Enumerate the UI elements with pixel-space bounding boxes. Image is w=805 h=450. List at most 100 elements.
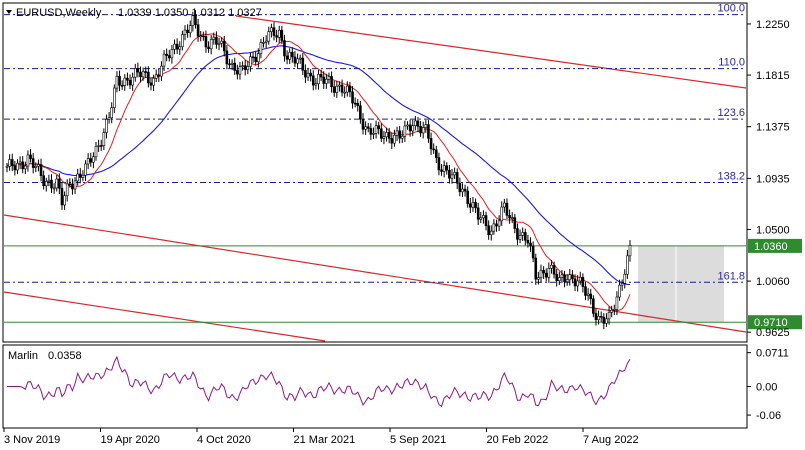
candle-body (81, 174, 85, 178)
candle-body (301, 57, 305, 71)
candle-body (18, 161, 22, 164)
candle (73, 177, 77, 195)
candle-body (152, 77, 155, 86)
candle-body (139, 71, 142, 78)
osc-axis-tick-label: 0.0711 (756, 348, 789, 360)
candle-body (181, 34, 184, 48)
candle-body (325, 78, 328, 84)
candle (369, 123, 373, 141)
candle-body (215, 36, 218, 45)
candle (372, 127, 375, 139)
indicator-name: Marlin (8, 350, 38, 362)
candle-body (503, 202, 506, 208)
candle (131, 72, 134, 91)
candle-body (154, 74, 158, 79)
candle (102, 128, 106, 151)
candle (416, 116, 420, 133)
candle-body (565, 279, 569, 283)
candle (565, 274, 569, 286)
candle (560, 269, 564, 283)
candle (147, 66, 150, 88)
candle-body (71, 183, 74, 190)
candle (463, 184, 467, 197)
fast-moving-average (6, 33, 631, 312)
candle-body (387, 132, 391, 139)
symbol-dropdown-icon[interactable] (6, 10, 12, 14)
candle (60, 182, 64, 210)
indicator-pane-frame (2, 344, 748, 429)
y-axis-tick-label: 1.0060 (756, 276, 790, 288)
candle (167, 49, 171, 62)
y-axis-tick-label: 1.0935 (756, 173, 790, 185)
trend-line-upper (235, 15, 747, 89)
candle-body (178, 46, 182, 50)
candle-body (578, 277, 582, 282)
candle (453, 167, 456, 179)
chart-title-symbol: EURUSD,Weekly (16, 7, 102, 19)
candle-body (526, 239, 530, 244)
candle (212, 32, 216, 45)
candle-body (395, 130, 399, 136)
candle-body (277, 29, 281, 38)
candle-body (576, 280, 579, 287)
candle (366, 122, 370, 133)
candle (400, 130, 404, 144)
candle-body (275, 35, 278, 38)
candle (374, 120, 378, 139)
candle (450, 169, 454, 184)
candle-body (552, 264, 556, 275)
candle-body (594, 313, 598, 321)
candle-body (416, 120, 420, 127)
y-axis-tick-label: 1.1815 (756, 70, 790, 82)
candle (280, 25, 284, 45)
candle-body (236, 70, 239, 75)
candle (225, 45, 229, 70)
candle (24, 161, 27, 175)
candle (353, 97, 357, 108)
candle (479, 211, 483, 224)
candle-body (24, 165, 27, 170)
candle-body (335, 85, 339, 93)
candle-body (288, 51, 292, 60)
candle-body (489, 230, 493, 236)
candle-body (345, 85, 349, 93)
candle (586, 288, 590, 301)
candle-body (99, 145, 103, 147)
y-axis-tick-label: 1.2250 (756, 19, 790, 31)
candle (139, 66, 142, 83)
candle (81, 170, 85, 182)
candle-body (372, 133, 375, 135)
candle (71, 178, 74, 195)
candle-body (400, 135, 404, 139)
candle (581, 273, 585, 293)
candle-body (419, 126, 422, 134)
candle (440, 164, 443, 176)
candle-body (623, 273, 627, 284)
candle-body (304, 69, 307, 78)
candle (345, 81, 349, 97)
candle-body (516, 228, 519, 240)
candle (461, 183, 464, 198)
x-axis-tick-label: 4 Oct 2020 (197, 434, 251, 446)
candle-body (476, 207, 480, 220)
candle (605, 313, 608, 327)
candle (55, 174, 59, 192)
candle-body (403, 125, 407, 137)
candle-body (497, 220, 501, 227)
candle-body (348, 85, 352, 93)
candle (191, 11, 195, 32)
candle-body (68, 183, 72, 186)
candle-body (314, 83, 318, 86)
candle (154, 69, 158, 82)
candle (68, 178, 72, 188)
candle (573, 274, 577, 292)
candle (267, 26, 271, 45)
trend-line-middle (3, 214, 747, 333)
candle (215, 31, 218, 49)
candle (254, 51, 257, 66)
candle-body (230, 62, 234, 65)
candle-body (523, 232, 527, 241)
candle-body (618, 284, 621, 298)
candle (186, 24, 189, 38)
candle-body (136, 68, 140, 73)
